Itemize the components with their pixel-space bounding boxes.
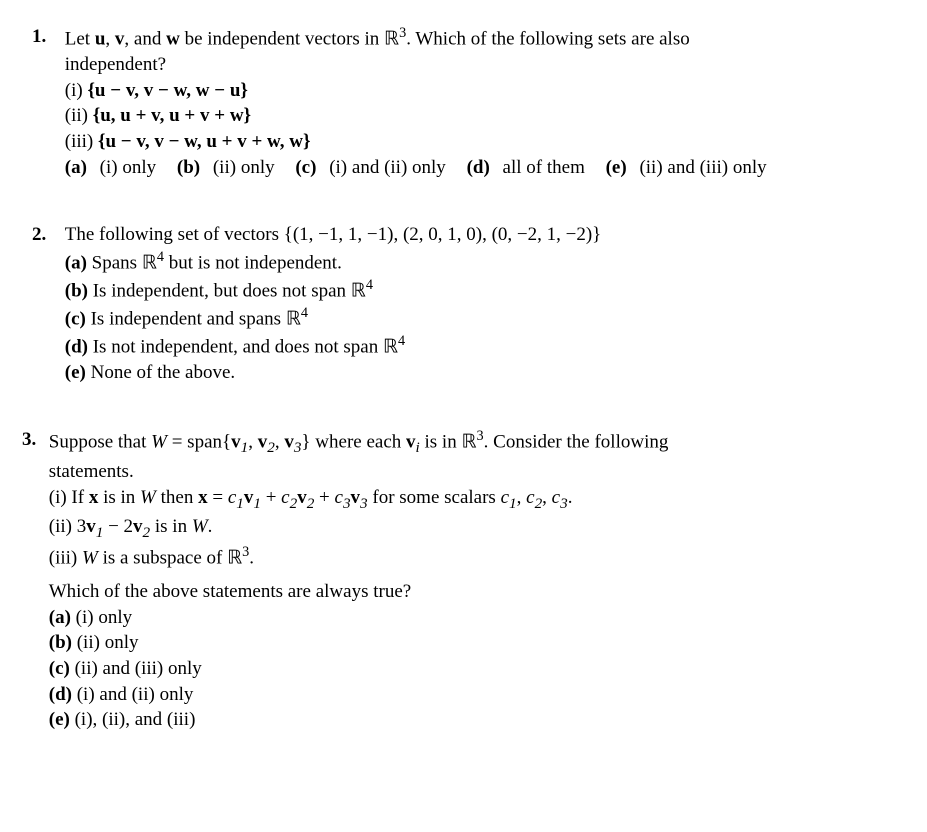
q3-number: 3. [22,427,44,453]
q2-opt-a: (a) Spans ℝ4 but is not independent. [65,248,895,276]
q1-opt-e-label: (e) [606,157,627,178]
q3-item-i: (i) If x is in W then x = c1v1 + c2v2 + … [49,485,895,514]
q1-opt-d-label: (d) [467,157,490,178]
q3-item-ii: (ii) 3v1 − 2v2 is in W. [49,514,895,543]
q3-item-iii: (iii) W is a subspace of ℝ3. [49,543,895,571]
q2-opt-c: (c) Is independent and spans ℝ4 [65,304,895,332]
q3-prompt-line1: Suppose that W = span{v1, v2, v3} where … [49,427,895,459]
question-1: 1. Let u, v, and w be independent vector… [32,24,895,180]
q1-opt-b-label: (b) [177,157,200,178]
question-2: 2. The following set of vectors {(1, −1,… [32,222,895,385]
q3-opt-d: (d) (i) and (ii) only [49,682,895,708]
q3-opt-b: (b) (ii) only [49,630,895,656]
vec-u: u [95,28,106,49]
q3-body: Suppose that W = span{v1, v2, v3} where … [49,427,895,733]
q2-body: The following set of vectors {(1, −1, 1,… [65,222,895,385]
q1-opt-e-text: (ii) and (iii) only [635,157,767,178]
q3-opt-c: (c) (ii) and (iii) only [49,656,895,682]
q2-opt-d: (d) Is not independent, and does not spa… [65,332,895,360]
q1-opt-c-text: (i) and (ii) only [324,157,445,178]
q1-options: (a) (i) only (b) (ii) only (c) (i) and (… [65,155,895,181]
q1-opt-a-label: (a) [65,157,87,178]
q1-item-i: (i) {u − v, v − w, w − u} [65,78,895,104]
q1-number: 1. [32,24,60,50]
q3-which-prompt: Which of the above statements are always… [49,579,895,605]
q1-item-iii: (iii) {u − v, v − w, u + v + w, w} [65,129,895,155]
q1-opt-c-label: (c) [295,157,316,178]
q3-opt-e: (e) (i), (ii), and (iii) [49,707,895,733]
q3-prompt-line2: statements. [49,459,895,485]
q2-number: 2. [32,222,60,248]
q1-prompt-line2: independent? [65,52,895,78]
q1-item-ii: (ii) {u, u + v, u + v + w} [65,103,895,129]
q1-opt-b-text: (ii) only [208,157,275,178]
q2-opt-e: (e) None of the above. [65,360,895,386]
q1-prompt-line1: Let u, v, and w be independent vectors i… [65,24,895,52]
q2-opt-b: (b) Is independent, but does not span ℝ4 [65,276,895,304]
q2-prompt: The following set of vectors {(1, −1, 1,… [65,222,895,248]
q3-opt-a: (a) (i) only [49,605,895,631]
q1-body: Let u, v, and w be independent vectors i… [65,24,895,180]
vec-w: w [166,28,180,49]
q1-opt-d-text: all of them [498,157,585,178]
vec-v: v [115,28,125,49]
question-3: 3. Suppose that W = span{v1, v2, v3} whe… [22,427,895,733]
q1-opt-a-text: (i) only [95,157,156,178]
real-symbol: ℝ [384,28,399,49]
